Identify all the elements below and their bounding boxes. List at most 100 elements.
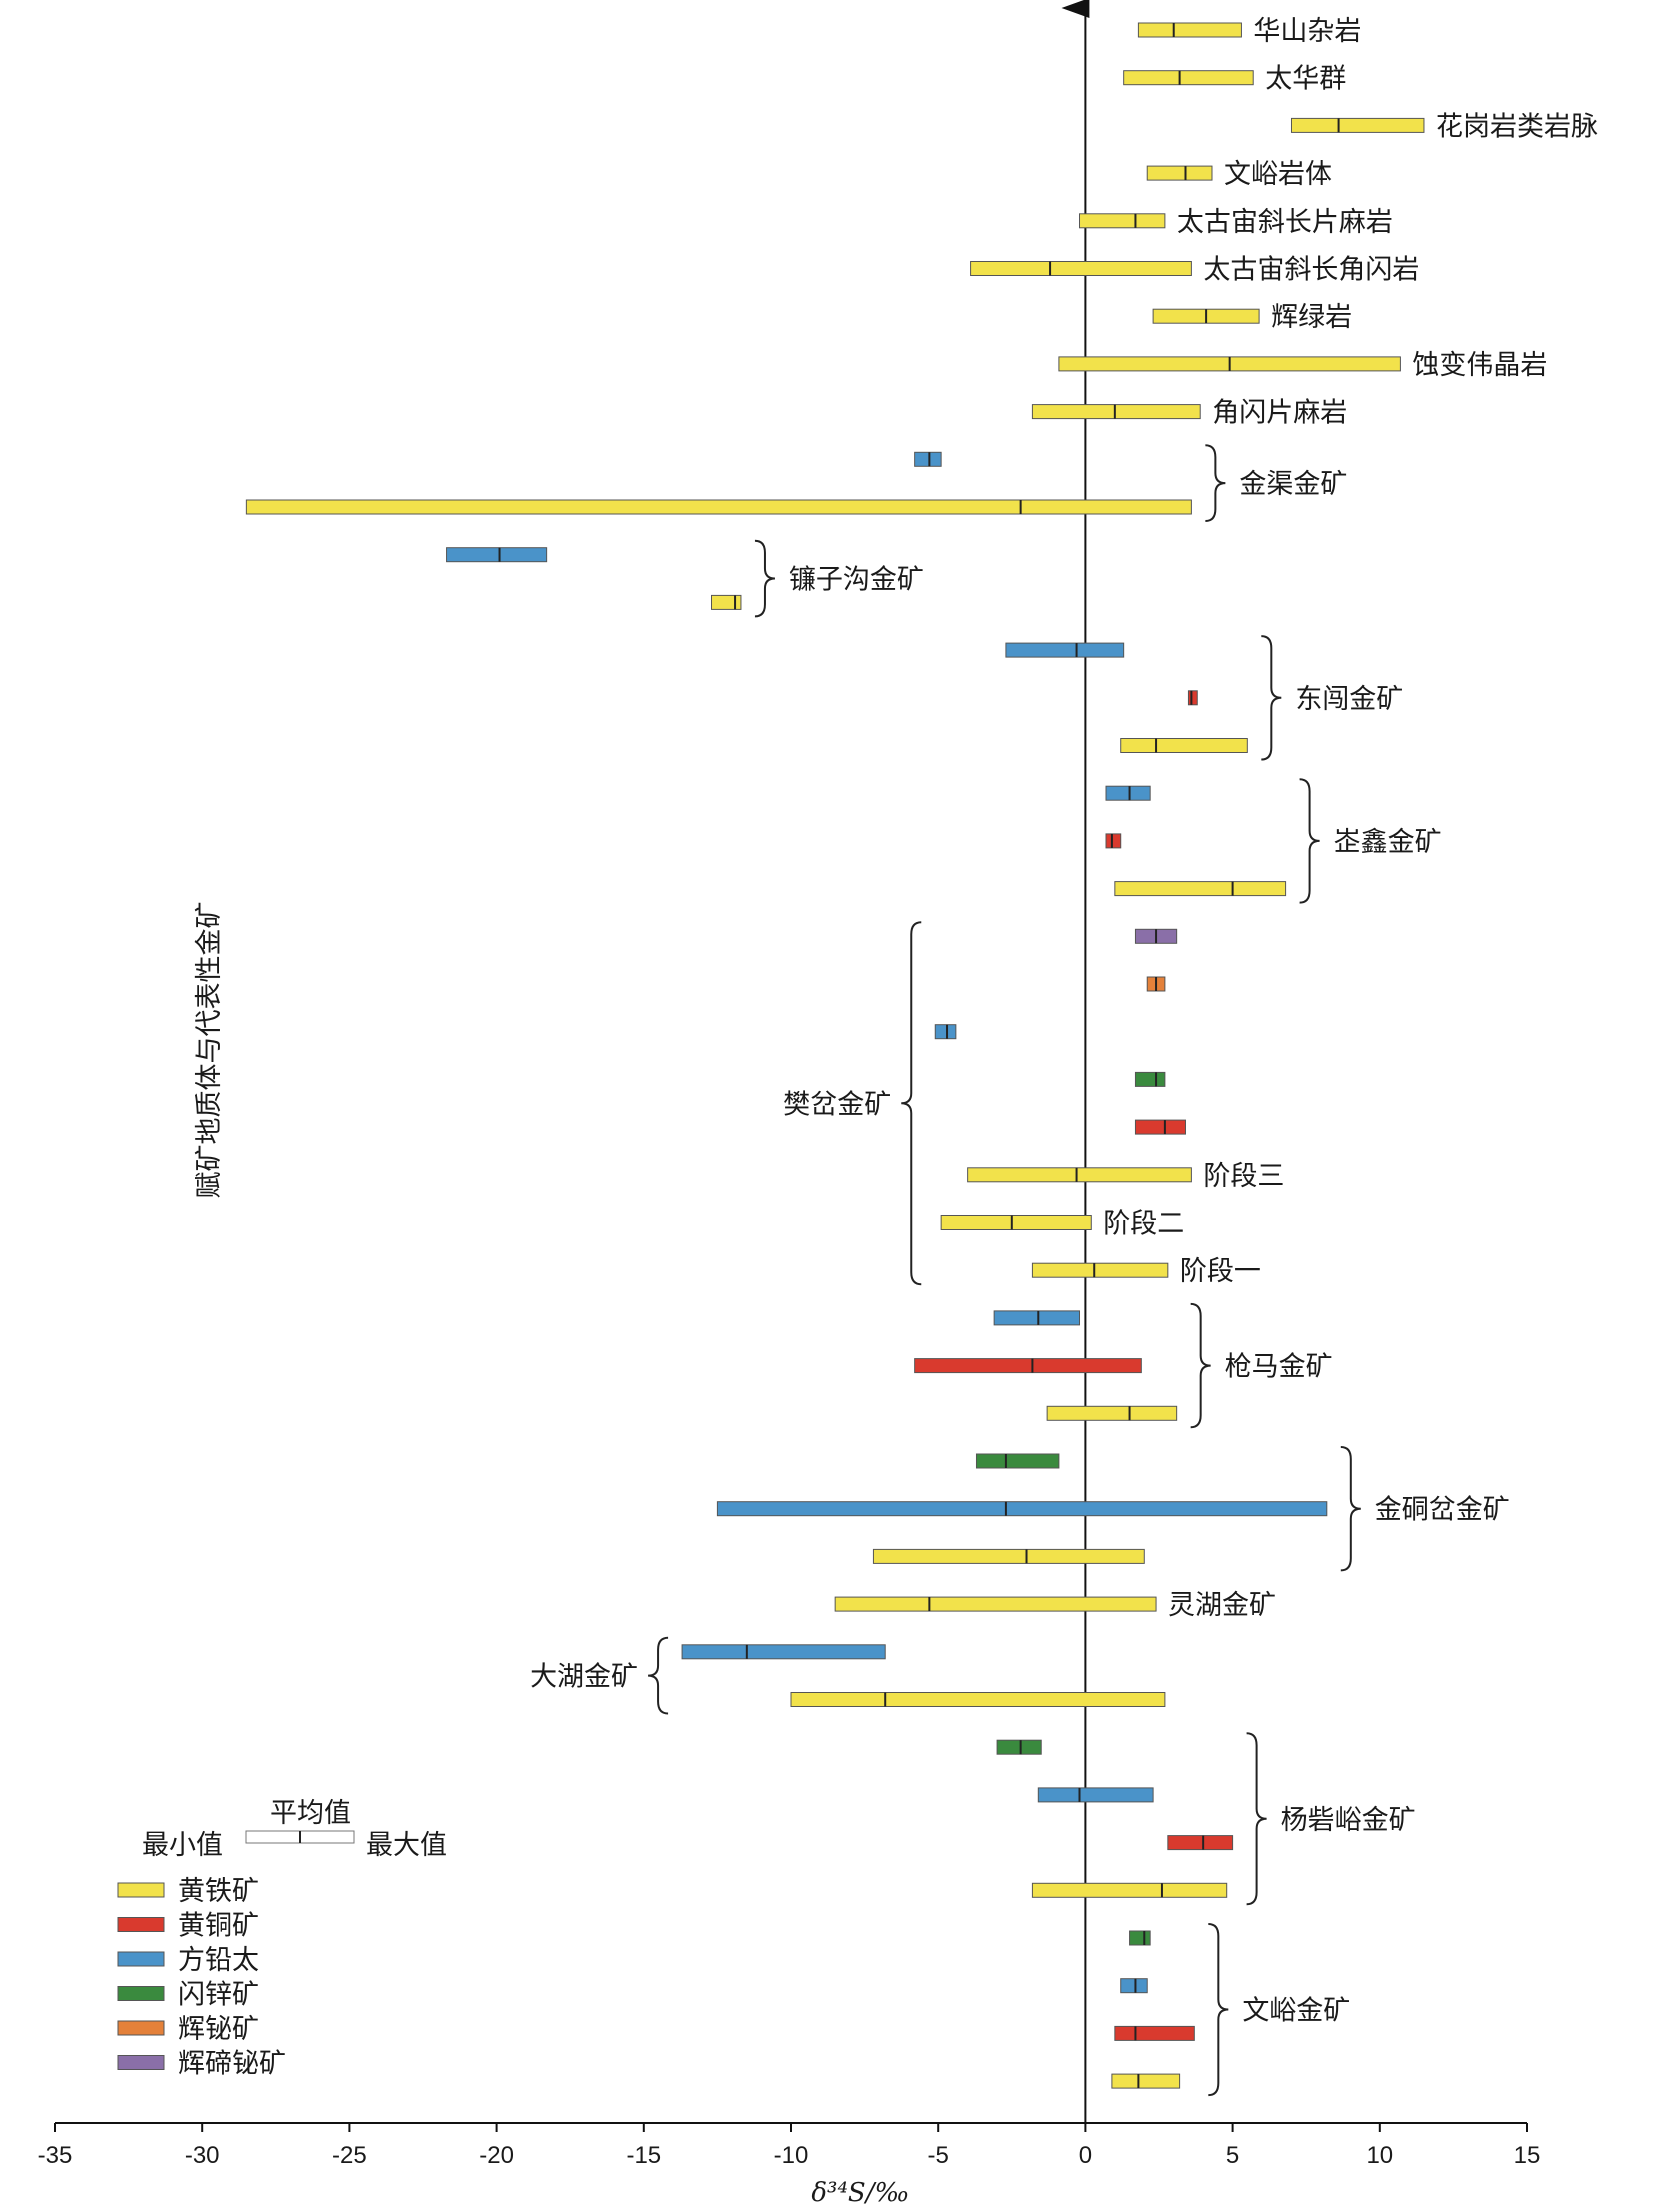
range-bar-sphalerite [975, 1453, 1060, 1469]
legend-entry-label: 黄铜矿 [178, 1911, 259, 1942]
range-bar-chalcopyrite [1134, 1119, 1186, 1135]
row-label: 灵湖金矿 [1168, 1590, 1276, 1621]
legend-entry-label: 辉铋矿 [178, 2014, 259, 2045]
x-tick-label: -15 [626, 2142, 661, 2169]
group-brace [1299, 778, 1320, 904]
range-bar-galena [934, 1024, 957, 1040]
group-brace [648, 1636, 669, 1715]
row-label: 阶段二 [1103, 1209, 1184, 1240]
range-bar-galena [1037, 1787, 1154, 1803]
range-bar-galena [1105, 785, 1151, 801]
x-tick-label: -35 [38, 2142, 73, 2169]
legend-swatch-tetradymite [117, 2055, 165, 2070]
range-bar-galena [914, 451, 942, 467]
range-bar-pyrite [940, 1215, 1092, 1230]
legend-entry-label: 辉碲铋矿 [178, 2049, 286, 2080]
range-bar-chalcopyrite [914, 1358, 1142, 1374]
legend-entry-label: 方铅太 [178, 1945, 259, 1976]
legend-max-label: 最大值 [366, 1830, 447, 1861]
row-label: 阶段三 [1203, 1161, 1284, 1192]
range-bar-chalcopyrite [1187, 690, 1198, 706]
labels-layer: 华山杂岩太华群花岗岩类岩脉文峪岩体太古宙斜长片麻岩太古宙斜长角闪岩辉绿岩蚀变伟晶… [530, 16, 1598, 2097]
group-brace [754, 539, 775, 618]
group-label: 大湖金矿 [530, 1662, 638, 1693]
legend-swatch-galena [117, 1951, 165, 1967]
legend-mean-label: 平均值 [270, 1798, 351, 1829]
range-bar-pyrite [1031, 1262, 1169, 1278]
x-tick-label: 15 [1514, 2142, 1541, 2169]
range-bar-pyrite [1111, 2073, 1181, 2089]
row-label: 太华群 [1265, 64, 1346, 95]
legend-entry-label: 闪锌矿 [178, 1980, 259, 2011]
x-tick-label: 10 [1366, 2142, 1393, 2169]
group-brace [1246, 1732, 1267, 1906]
range-bar-pyrite [1123, 70, 1254, 86]
range-bar-sphalerite [1129, 1930, 1151, 1946]
group-brace [901, 921, 922, 1286]
group-label: 金渠金矿 [1239, 469, 1347, 500]
range-bar-sphalerite [1134, 1071, 1166, 1087]
legend-swatch-bismuthinite [117, 2020, 165, 2036]
range-bar-galena [716, 1501, 1328, 1517]
axis-layer: -35 -30 -25 -20 -15 -10 -5 0 5 10 15 [38, 0, 1541, 2169]
row-label: 角闪片麻岩 [1212, 398, 1347, 429]
legend-swatch-chalcopyrite [117, 1917, 165, 1932]
row-label: 文峪岩体 [1224, 159, 1332, 190]
group-label: 镰子沟金矿 [789, 565, 924, 596]
x-tick-label: -25 [332, 2142, 367, 2169]
range-bar-pyrite [790, 1692, 1166, 1707]
range-bar-pyrite [1031, 404, 1201, 420]
group-label: 樊岔金矿 [783, 1089, 891, 1120]
range-bar-pyrite [1137, 22, 1242, 38]
legend-entry-label: 黄铁矿 [178, 1876, 259, 1907]
range-bar-chalcopyrite [1114, 2025, 1195, 2041]
x-tick-label: -5 [928, 2142, 949, 2169]
row-label: 太古宙斜长片麻岩 [1177, 207, 1393, 238]
group-brace [1261, 635, 1282, 761]
range-bar-galena [1120, 1978, 1148, 1994]
range-bar-pyrite [1031, 1882, 1228, 1898]
range-bar-pyrite [1114, 881, 1287, 897]
group-brace [1205, 444, 1226, 522]
range-bar-galena [1005, 642, 1125, 658]
x-tick-label: 5 [1226, 2142, 1239, 2169]
group-label: 枪马金矿 [1225, 1352, 1333, 1383]
legend-min-label: 最小值 [142, 1830, 223, 1861]
range-bar-chalcopyrite [1167, 1835, 1234, 1851]
range-bar-pyrite [1120, 738, 1248, 753]
row-label: 蚀变伟晶岩 [1412, 350, 1547, 381]
range-bar-pyrite [970, 261, 1192, 276]
row-label: 阶段一 [1180, 1256, 1261, 1287]
group-brace [1190, 1302, 1211, 1429]
range-bar-pyrite [872, 1548, 1145, 1564]
group-label: 峜鑫金矿 [1334, 827, 1442, 858]
range-bar-pyrite [834, 1596, 1157, 1612]
range-bar-galena [993, 1310, 1081, 1326]
range-bar-sphalerite [996, 1739, 1042, 1755]
bars-layer [245, 22, 1425, 2089]
group-label: 文峪金矿 [1242, 1996, 1350, 2027]
row-label: 辉绿岩 [1271, 302, 1352, 333]
range-bar-galena [446, 547, 548, 563]
group-label: 东闯金矿 [1295, 684, 1403, 715]
legend-swatch-pyrite [117, 1882, 165, 1898]
row-label: 太古宙斜长角闪岩 [1203, 255, 1419, 286]
row-label: 华山杂岩 [1253, 16, 1361, 47]
range-bar-pyrite [1079, 213, 1166, 229]
y-axis-title: 赋矿地质体与代表性金矿 [194, 902, 225, 1199]
group-brace [1208, 1923, 1229, 2097]
row-label: 花岗岩类岩脉 [1436, 111, 1598, 142]
x-axis-title: δ³⁴S/‰ [811, 2178, 909, 2208]
x-tick-label: -10 [774, 2142, 809, 2169]
legend-swatch-sphalerite [117, 1986, 165, 2001]
group-brace [1340, 1446, 1361, 1572]
range-bar-pyrite [967, 1167, 1192, 1183]
x-tick-label: -20 [479, 2142, 514, 2169]
x-tick-label: -30 [185, 2142, 220, 2169]
range-bar-pyrite [1046, 1405, 1178, 1421]
x-tick-label: 0 [1079, 2142, 1092, 2169]
group-label: 金硐岔金矿 [1375, 1495, 1510, 1526]
range-bar-pyrite [711, 594, 742, 610]
